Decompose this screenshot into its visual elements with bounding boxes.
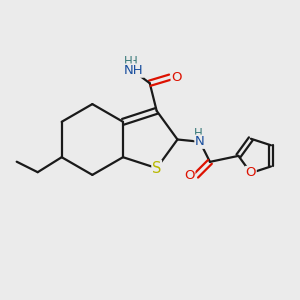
Text: O: O	[184, 169, 195, 182]
Text: S: S	[152, 160, 161, 175]
Text: O: O	[171, 71, 182, 84]
Text: N: N	[195, 135, 205, 148]
Text: H: H	[129, 55, 137, 68]
Text: O: O	[246, 167, 256, 179]
Text: H: H	[194, 127, 203, 140]
Text: H: H	[124, 55, 133, 68]
Text: NH: NH	[124, 64, 143, 77]
Text: N: N	[128, 65, 137, 78]
